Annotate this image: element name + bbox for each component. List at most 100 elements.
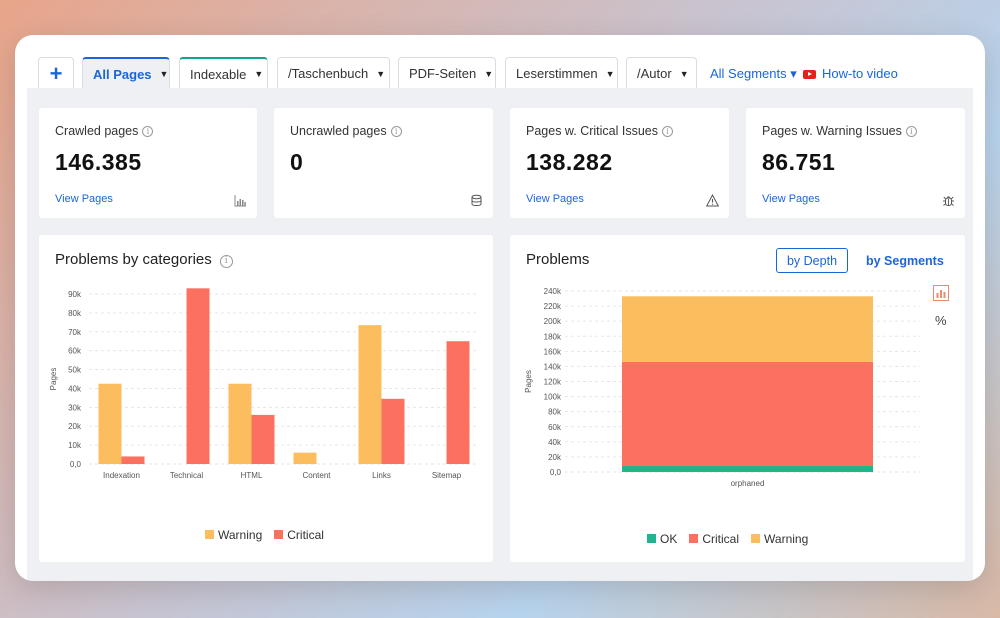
tab-leserstimmen[interactable]: Leserstimmen ▼ <box>505 57 618 89</box>
database-icon[interactable] <box>470 194 483 207</box>
y-tick-label: 0,0 <box>550 468 562 477</box>
y-tick-label: 240k <box>544 287 562 296</box>
y-tick-label: 40k <box>548 438 562 447</box>
y-tick-label: 200k <box>544 317 562 326</box>
tab-label: PDF-Seiten <box>409 66 477 81</box>
bar-warning <box>293 452 317 464</box>
legend-item-warning[interactable]: Warning <box>205 528 262 542</box>
chevron-down-icon[interactable]: ▼ <box>605 68 615 79</box>
tab-label: Indexable <box>190 66 247 82</box>
stat-title: Crawled pages i <box>55 124 154 138</box>
stat-card-warning: Pages w. Warning Issues i 86.751 View Pag… <box>746 108 965 218</box>
legend-item-critical[interactable]: Critical <box>689 532 739 546</box>
y-tick-label: 220k <box>544 302 562 311</box>
add-segment-button[interactable]: + <box>38 57 74 89</box>
depth-stacked-chart: 0,0 20k 40k 60k 80k 100k 120k 140k 160k 180k 200k 2… <box>524 287 920 488</box>
bar-critical <box>446 341 470 464</box>
bug-icon[interactable] <box>942 194 955 207</box>
chevron-down-icon[interactable]: ▼ <box>484 68 494 79</box>
tab-label: All Pages <box>93 66 152 82</box>
bar-critical <box>121 456 145 464</box>
app-window: + All Pages ▼ Indexable ▼ /Taschenbuch ▼… <box>15 35 985 581</box>
stat-title: Pages w. Warning Issues i <box>762 124 917 138</box>
bar-chart-icon[interactable] <box>234 194 247 207</box>
info-icon[interactable]: i <box>142 126 154 137</box>
info-icon[interactable]: i <box>905 126 917 137</box>
youtube-icon <box>803 70 816 80</box>
bar-critical <box>186 288 210 464</box>
stat-value: 86.751 <box>762 149 836 175</box>
y-tick-label: 80k <box>548 408 562 417</box>
chart-type-icon[interactable] <box>933 285 949 301</box>
info-icon[interactable]: i <box>662 126 673 137</box>
panel-title: Problems <box>526 251 590 268</box>
y-tick-label: 160k <box>544 347 562 356</box>
tab-label: /Autor <box>637 66 672 81</box>
view-pages-link[interactable]: View Pages <box>762 193 820 205</box>
dashboard-content: Crawled pages i 146.385 View Pages Uncraw… <box>27 88 973 581</box>
warning-triangle-icon[interactable] <box>706 194 719 207</box>
x-tick-label: orphaned <box>731 479 765 488</box>
legend-item-ok[interactable]: OK <box>647 532 677 546</box>
legend-item-warning[interactable]: Warning <box>751 532 808 546</box>
x-tick-label: Indexation <box>103 471 140 480</box>
stat-card-uncrawled: Uncrawled pages i 0 <box>274 108 493 218</box>
category-bar-chart: 0,0 10k 20k 30k 40k 50k 60k 70k 80k 90k Pages Index… <box>49 288 479 480</box>
x-tick-label: Technical <box>170 471 204 480</box>
segment-tab-bar: + All Pages ▼ Indexable ▼ /Taschenbuch ▼… <box>15 35 985 89</box>
bar-segment-warning <box>622 296 873 362</box>
y-tick-label: 60k <box>68 347 82 356</box>
y-axis-label: Pages <box>524 370 533 393</box>
x-tick-label: Content <box>302 471 331 480</box>
bar-warning <box>228 383 252 464</box>
stat-title: Uncrawled pages i <box>290 124 402 138</box>
y-tick-label: 80k <box>68 309 82 318</box>
tab-label: /Taschenbuch <box>288 66 369 81</box>
info-icon[interactable]: i <box>390 126 402 137</box>
panel-title: Problems by categories i <box>55 251 233 268</box>
x-tick-label: HTML <box>241 471 263 480</box>
bar-critical <box>251 414 275 464</box>
stat-title: Pages w. Critical Issues i <box>526 124 673 138</box>
tab-all-pages[interactable]: All Pages ▼ <box>82 57 170 89</box>
stat-value: 146.385 <box>55 149 142 175</box>
info-icon[interactable]: i <box>219 255 233 268</box>
percent-toggle[interactable]: % <box>935 313 947 328</box>
y-axis-label: Pages <box>49 368 58 391</box>
y-tick-label: 60k <box>548 423 562 432</box>
bar-critical <box>381 398 405 464</box>
chevron-down-icon[interactable]: ▼ <box>679 68 689 79</box>
view-pages-link[interactable]: View Pages <box>55 193 113 205</box>
chevron-down-icon[interactable]: ▼ <box>159 69 169 79</box>
y-tick-label: 70k <box>68 328 82 337</box>
chevron-down-icon[interactable]: ▼ <box>254 69 264 79</box>
tab-taschenbuch[interactable]: /Taschenbuch ▼ <box>277 57 390 89</box>
chart-legend: Warning Critical <box>205 528 324 542</box>
by-segments-button[interactable]: by Segments <box>866 254 944 268</box>
all-segments-dropdown[interactable]: All Segments ▾ <box>710 66 797 81</box>
problems-by-categories-panel: Problems by categories i 0,0 10k 20k 30k 40k 5… <box>39 235 493 562</box>
chevron-down-icon[interactable]: ▼ <box>376 68 386 79</box>
y-tick-label: 10k <box>68 441 82 450</box>
y-tick-label: 100k <box>544 393 562 402</box>
problems-panel: Problems by Depth by Segments % 0,0 20k 40… <box>510 235 965 562</box>
tab-indexable[interactable]: Indexable ▼ <box>179 57 268 89</box>
howto-video-link[interactable]: How-to video <box>803 66 898 81</box>
bar-segment-ok <box>622 465 873 472</box>
chart-legend: OK Critical Warning <box>647 532 808 546</box>
howto-label: How-to video <box>822 66 898 81</box>
stat-card-critical: Pages w. Critical Issues i 138.282 View P… <box>510 108 729 218</box>
tab-pdf-seiten[interactable]: PDF-Seiten ▼ <box>398 57 496 89</box>
y-tick-label: 90k <box>68 290 82 299</box>
y-tick-label: 120k <box>544 378 562 387</box>
y-tick-label: 30k <box>68 403 82 412</box>
tab-autor[interactable]: /Autor ▼ <box>626 57 697 89</box>
bar-warning <box>358 325 382 464</box>
legend-item-critical[interactable]: Critical <box>274 528 324 542</box>
x-tick-label: Sitemap <box>432 471 462 480</box>
bar-warning <box>98 383 122 464</box>
y-tick-label: 180k <box>544 332 562 341</box>
by-depth-button[interactable]: by Depth <box>776 248 848 273</box>
view-pages-link[interactable]: View Pages <box>526 193 584 205</box>
bar-segment-critical <box>622 361 873 466</box>
